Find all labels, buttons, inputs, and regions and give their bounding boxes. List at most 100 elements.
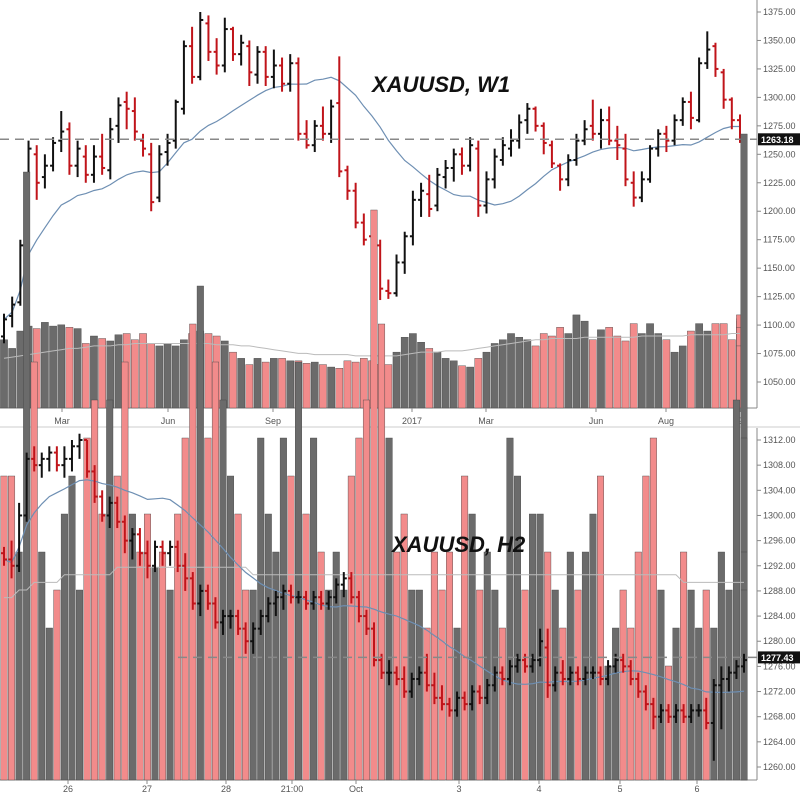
price-tick-label: 1288.00 <box>763 586 796 596</box>
ohlc-bar <box>336 56 343 178</box>
ohlc-bar <box>213 38 220 75</box>
ohlc-bar <box>148 142 155 212</box>
ohlc-bar <box>180 40 187 115</box>
ohlc-bar <box>565 154 572 187</box>
volume-bar <box>438 589 446 781</box>
ohlc-bar <box>1 313 7 344</box>
volume-bar <box>166 589 174 781</box>
volume-bar <box>351 361 360 409</box>
volume-bar <box>629 323 638 409</box>
ohlc-bar <box>287 584 294 604</box>
ohlc-bar <box>167 540 174 566</box>
ohlc-bar <box>552 666 559 692</box>
ohlc-bar <box>174 540 181 573</box>
ohlc-bar <box>46 446 53 472</box>
volume-bar <box>253 358 262 409</box>
ohlc-bar <box>238 34 245 66</box>
time-tick-label: Mar <box>54 416 70 426</box>
volume-bar <box>499 339 507 409</box>
ohlc-bar <box>295 590 302 604</box>
volume-bar <box>670 351 679 409</box>
h2-volume-average-line <box>4 566 744 599</box>
h2-price-axis: 1312.00 1308.00 1304.00 1300.00 1296.00 1292.… <box>757 435 796 772</box>
ohlc-bar <box>467 137 474 172</box>
price-tick-label: 1300.00 <box>763 92 796 102</box>
volume-bar <box>498 627 506 781</box>
ohlc-bar <box>516 114 523 149</box>
ohlc-bar <box>499 666 506 686</box>
ohlc-bar <box>548 140 555 168</box>
ohlc-bar <box>270 49 277 89</box>
volume-bar <box>483 551 491 781</box>
ohlc-bar <box>385 279 392 299</box>
volume-bar <box>564 333 573 409</box>
ohlc-bar <box>287 54 294 92</box>
volume-bar <box>566 551 574 781</box>
ohlc-bar <box>630 171 637 207</box>
volume-bar <box>155 345 164 409</box>
volume-bar <box>449 360 458 409</box>
volume-bar <box>619 589 627 781</box>
volume-bar <box>60 513 68 781</box>
volume-bar <box>687 589 695 781</box>
w1-price-bars <box>1 12 743 344</box>
volume-bar <box>219 399 227 781</box>
ohlc-bar <box>514 653 521 673</box>
volume-bar <box>695 323 703 409</box>
time-tick-label: 6 <box>694 784 699 794</box>
price-tick-label: 1175.00 <box>763 235 795 245</box>
ohlc-bar <box>423 653 430 692</box>
volume-bar <box>204 333 213 409</box>
ohlc-bar <box>144 540 151 579</box>
ohlc-bar <box>408 672 415 698</box>
volume-bar <box>417 342 425 409</box>
price-tick-label: 1350.00 <box>763 35 796 45</box>
volume-bar <box>446 551 453 781</box>
ohlc-bar <box>540 122 547 155</box>
volume-bar <box>8 348 16 409</box>
volume-bar <box>430 551 438 781</box>
volume-bar <box>73 328 82 409</box>
volume-bar <box>461 475 469 781</box>
ohlc-bar <box>84 439 91 478</box>
time-tick-label: Jun <box>589 416 604 426</box>
price-tick-label: 1075.00 <box>763 349 796 359</box>
volume-bar <box>0 339 8 409</box>
ohlc-bar <box>582 666 589 686</box>
volume-bar <box>327 366 335 409</box>
ohlc-bar <box>23 452 30 522</box>
ohlc-bar <box>328 99 335 143</box>
volume-bar <box>732 399 740 781</box>
ohlc-bar <box>17 239 24 306</box>
ohlc-bar <box>159 540 166 566</box>
ohlc-bar <box>438 685 445 711</box>
volume-bar <box>642 475 650 781</box>
volume-bar <box>310 361 319 409</box>
ohlc-bar <box>58 111 65 153</box>
ohlc-bar <box>76 433 83 459</box>
ohlc-bar <box>99 133 106 175</box>
h2-volume-bars <box>0 133 748 781</box>
volume-bar <box>317 551 325 781</box>
ohlc-bar <box>121 515 128 554</box>
ohlc-bar <box>499 137 506 166</box>
volume-bar <box>638 333 646 409</box>
ohlc-bar <box>265 597 272 623</box>
volume-bar <box>581 551 589 781</box>
ohlc-bar <box>172 99 179 149</box>
ohlc-bar <box>129 528 136 560</box>
volume-bar <box>441 358 450 409</box>
ohlc-bar <box>90 145 97 183</box>
ohlc-bar <box>532 106 539 132</box>
price-tick-label: 1272.00 <box>763 687 796 697</box>
ohlc-bar <box>8 540 15 579</box>
ohlc-bar <box>627 660 634 686</box>
ohlc-bar <box>377 239 384 301</box>
ohlc-bar <box>665 704 672 723</box>
ohlc-bar <box>344 165 351 200</box>
volume-bar <box>672 627 680 781</box>
volume-bar <box>400 337 409 409</box>
ohlc-bar <box>352 182 359 229</box>
ohlc-bar <box>581 120 588 146</box>
